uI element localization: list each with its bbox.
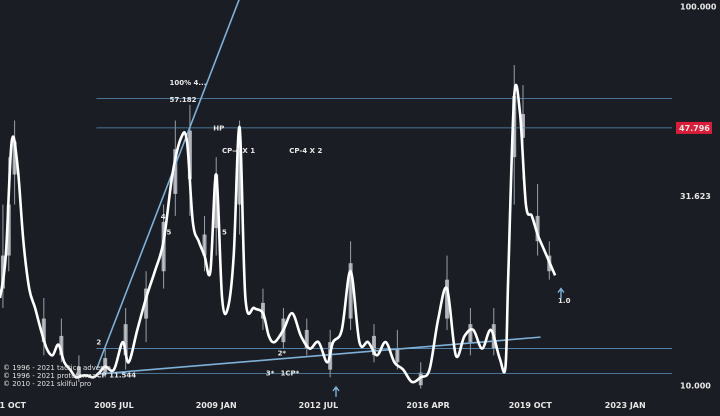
candle-body-11 bbox=[187, 130, 192, 180]
y-tick-label-2: 10.000 bbox=[680, 381, 711, 390]
x-tick-label-3: 2012 JUL bbox=[299, 401, 339, 410]
x-tick-label-1: 2005 JUL bbox=[94, 401, 134, 410]
current-value-label: 47.796 bbox=[676, 121, 712, 134]
candle-body-3 bbox=[41, 318, 46, 343]
horizontal-levels bbox=[96, 98, 672, 374]
candle-body-10 bbox=[173, 149, 178, 194]
candle-body-1 bbox=[6, 204, 11, 256]
candle-body-26 bbox=[512, 96, 517, 158]
candle-body-12 bbox=[202, 234, 207, 256]
candle-body-22 bbox=[418, 372, 423, 386]
smoothed-price-line bbox=[0, 83, 557, 384]
annotation-0: 100% 4... bbox=[169, 79, 206, 87]
copyright-line-0: © 1996 - 2021 tactica adversa bbox=[3, 364, 111, 372]
annotation-8: 2 bbox=[96, 339, 101, 347]
candle-body-28 bbox=[535, 215, 540, 242]
y-axis-ticks: 100.000 31.623 10.000 bbox=[680, 2, 717, 390]
current-value-text: 47.796 bbox=[679, 124, 710, 133]
candle-body-17 bbox=[304, 329, 309, 349]
candle-body-19 bbox=[348, 263, 353, 319]
annotation-9: CP 11.544 bbox=[96, 371, 136, 379]
trendline-1 bbox=[96, 336, 541, 375]
candle-body-21 bbox=[395, 348, 400, 363]
annotation-7: 5 bbox=[222, 229, 227, 237]
annotation-1: 57.182 bbox=[169, 96, 196, 104]
annotation-5: 4 bbox=[161, 213, 166, 221]
candle-body-4 bbox=[59, 335, 64, 356]
y-tick-label-0: 100.000 bbox=[680, 2, 717, 11]
candle-body-27 bbox=[520, 114, 525, 138]
up-arrow-1 bbox=[557, 287, 565, 299]
x-axis-ticks: 2001 OCT 2005 JUL 2009 JAN 2012 JUL 2016 APR… bbox=[0, 401, 646, 410]
x-tick-label-4: 2016 APR bbox=[406, 401, 449, 410]
x-tick-label-2: 2009 JAN bbox=[196, 401, 237, 410]
candle-body-8 bbox=[144, 288, 149, 319]
annotation-2: HP bbox=[213, 125, 224, 133]
candle-body-14 bbox=[237, 137, 242, 205]
copyright-line-1: © 1996 - 2021 protoforma bbox=[3, 372, 96, 380]
candle-body-2 bbox=[12, 141, 17, 175]
annotation-4: CP-4 X 2 bbox=[289, 147, 322, 155]
candle-body-13 bbox=[214, 174, 219, 229]
x-tick-label-5: 2019 OCT bbox=[509, 401, 553, 410]
candle-body-24 bbox=[468, 324, 473, 343]
copyright-block: © 1996 - 2021 tactica adversa© 1996 - 20… bbox=[3, 364, 111, 388]
candle-body-23 bbox=[445, 279, 450, 319]
trendline-0 bbox=[95, 0, 240, 370]
annotation-11: 3* bbox=[266, 370, 275, 378]
candle-body-20 bbox=[371, 335, 376, 356]
copyright-line-2: © 2010 - 2021 skilful pro bbox=[3, 380, 91, 388]
annotation-13: 1.0 bbox=[558, 297, 571, 305]
up-arrow-0 bbox=[332, 385, 340, 397]
annotation-12: 1CP* bbox=[280, 370, 299, 378]
x-tick-label-6: 2023 JAN bbox=[605, 401, 646, 410]
y-tick-label-1: 31.623 bbox=[680, 192, 711, 201]
current-value-badge bbox=[676, 121, 712, 134]
x-tick-label-0: 2001 OCT bbox=[0, 401, 27, 410]
annotation-6: 5 bbox=[167, 229, 172, 237]
trendlines bbox=[95, 0, 541, 375]
candle-body-7 bbox=[123, 324, 128, 356]
annotation-3: CP-4 X 1 bbox=[222, 147, 255, 155]
annotation-10: 2* bbox=[278, 349, 287, 357]
candle-body-15 bbox=[260, 302, 265, 319]
candle-body-5 bbox=[76, 366, 81, 378]
price-line bbox=[0, 83, 557, 384]
